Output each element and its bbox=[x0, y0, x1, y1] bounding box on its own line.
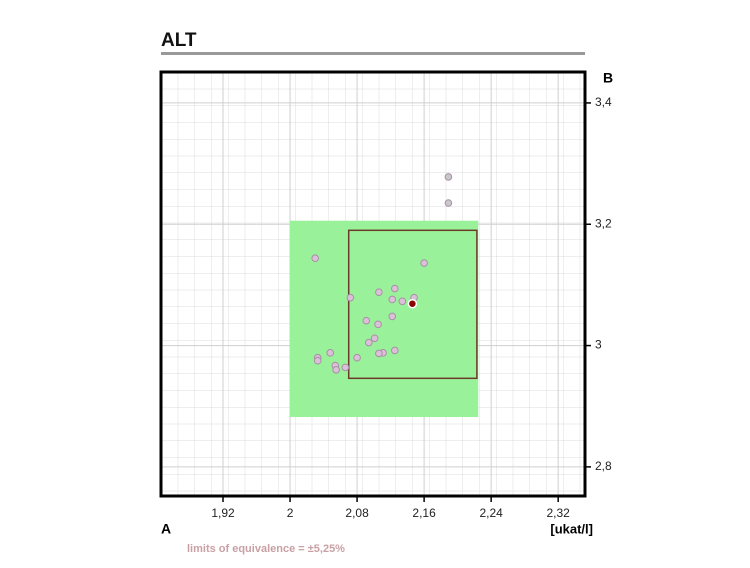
point bbox=[341, 363, 350, 372]
x-tick-label: 2,08 bbox=[345, 506, 369, 520]
footnote: limits of equivalence = ±5,25% bbox=[187, 543, 345, 555]
point bbox=[332, 366, 340, 374]
point bbox=[370, 334, 379, 343]
point bbox=[420, 259, 428, 267]
point bbox=[388, 295, 397, 304]
plot-frame bbox=[159, 70, 587, 498]
x-tick-label: 2,24 bbox=[479, 506, 503, 520]
point bbox=[390, 284, 399, 293]
point bbox=[362, 316, 371, 325]
point bbox=[444, 199, 453, 207]
unit-label: [ukat/l] bbox=[550, 521, 593, 536]
point bbox=[375, 288, 383, 296]
point bbox=[326, 349, 335, 357]
y-tick-label: 3,4 bbox=[595, 95, 612, 109]
data-layer bbox=[289, 173, 479, 418]
point bbox=[313, 356, 322, 365]
x-tick-label: 2,16 bbox=[412, 506, 436, 520]
point bbox=[398, 297, 407, 306]
x-axis-label: A bbox=[161, 521, 171, 537]
point bbox=[365, 338, 373, 347]
y-axis-label: B bbox=[603, 70, 613, 86]
x-tick-label: 1,92 bbox=[211, 506, 235, 520]
y-tick-label: 2,8 bbox=[595, 459, 612, 473]
highlight-point bbox=[407, 298, 418, 309]
point bbox=[444, 173, 453, 181]
point bbox=[374, 320, 382, 329]
chart-title: ALT bbox=[161, 30, 197, 51]
x-tick-label: 2,32 bbox=[547, 506, 571, 520]
point bbox=[390, 346, 399, 355]
point bbox=[353, 353, 361, 362]
point bbox=[375, 349, 383, 358]
equivalence-region bbox=[289, 220, 479, 418]
axes: 1,92 2 2,08 2,16 2,24 2,32 2,8 3 3,2 3,4 bbox=[211, 95, 612, 520]
point bbox=[311, 254, 319, 263]
x-tick-label: 2 bbox=[287, 506, 294, 520]
y-tick-label: 3 bbox=[595, 338, 602, 352]
result-region bbox=[347, 229, 478, 380]
title-rule bbox=[161, 52, 585, 55]
y-tick-label: 3,2 bbox=[595, 216, 612, 230]
point bbox=[346, 293, 355, 302]
point bbox=[388, 312, 397, 321]
